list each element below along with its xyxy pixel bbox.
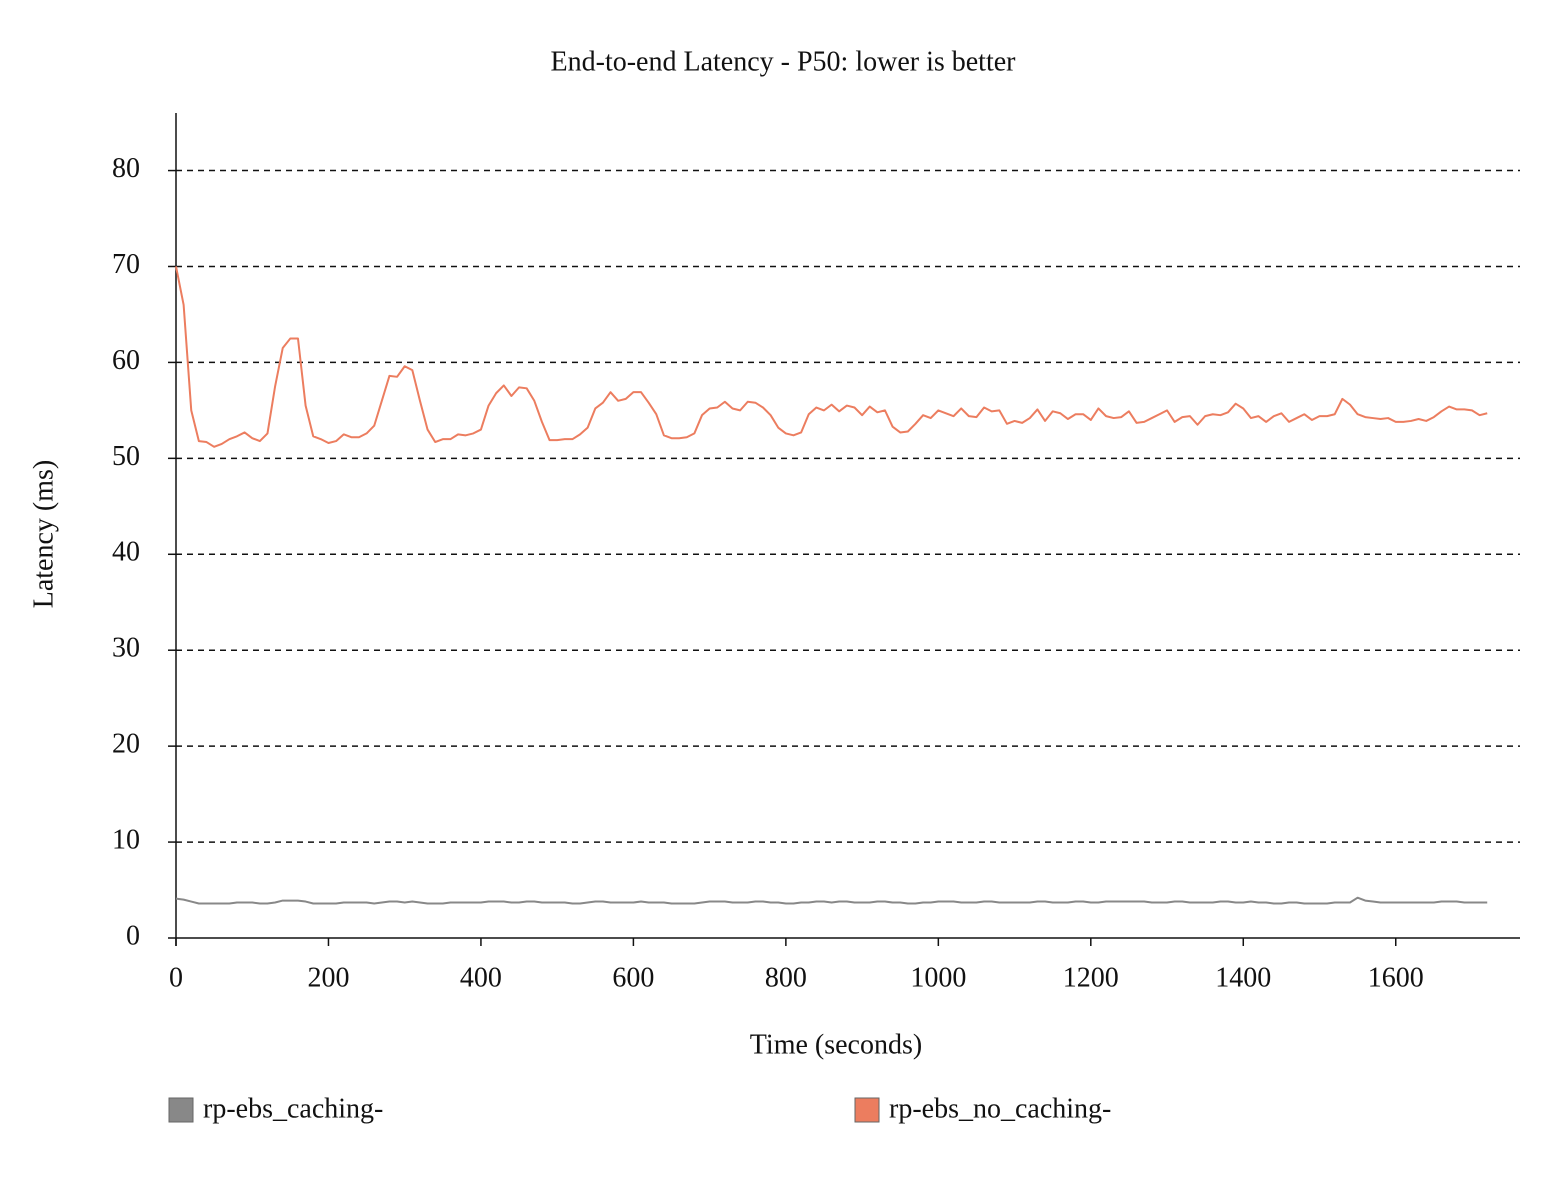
x-tick-label: 1400 [1215, 962, 1271, 993]
y-tick-label: 30 [112, 633, 140, 664]
y-tick-label: 70 [112, 249, 140, 280]
legend-swatch [168, 1097, 194, 1123]
x-tick-label: 400 [460, 962, 502, 993]
chart-title: End-to-end Latency - P50: lower is bette… [551, 46, 1017, 77]
y-tick-label: 60 [112, 345, 140, 376]
y-tick-label: 50 [112, 441, 140, 472]
x-tick-label: 1200 [1063, 962, 1119, 993]
series-line [175, 266, 1488, 448]
x-tick-label: 600 [612, 962, 654, 993]
legend-label: rp-ebs_caching- [203, 1093, 383, 1124]
x-tick-label: 800 [765, 962, 807, 993]
series-line [175, 896, 1488, 905]
y-tick-label: 40 [112, 537, 140, 568]
legend-label: rp-ebs_no_caching- [889, 1093, 1111, 1124]
y-tick-label: 10 [112, 824, 140, 855]
y-tick-label: 0 [126, 920, 140, 951]
x-tick-label: 1000 [910, 962, 966, 993]
x-tick-label: 200 [307, 962, 349, 993]
y-tick-label: 20 [112, 729, 140, 760]
x-axis-label: Time (seconds) [750, 1029, 922, 1060]
y-tick-label: 80 [112, 153, 140, 184]
legend-swatch [854, 1097, 880, 1123]
y-axis-label: Latency (ms) [28, 460, 59, 609]
x-tick-label: 0 [169, 962, 183, 993]
x-tick-label: 1600 [1368, 962, 1424, 993]
